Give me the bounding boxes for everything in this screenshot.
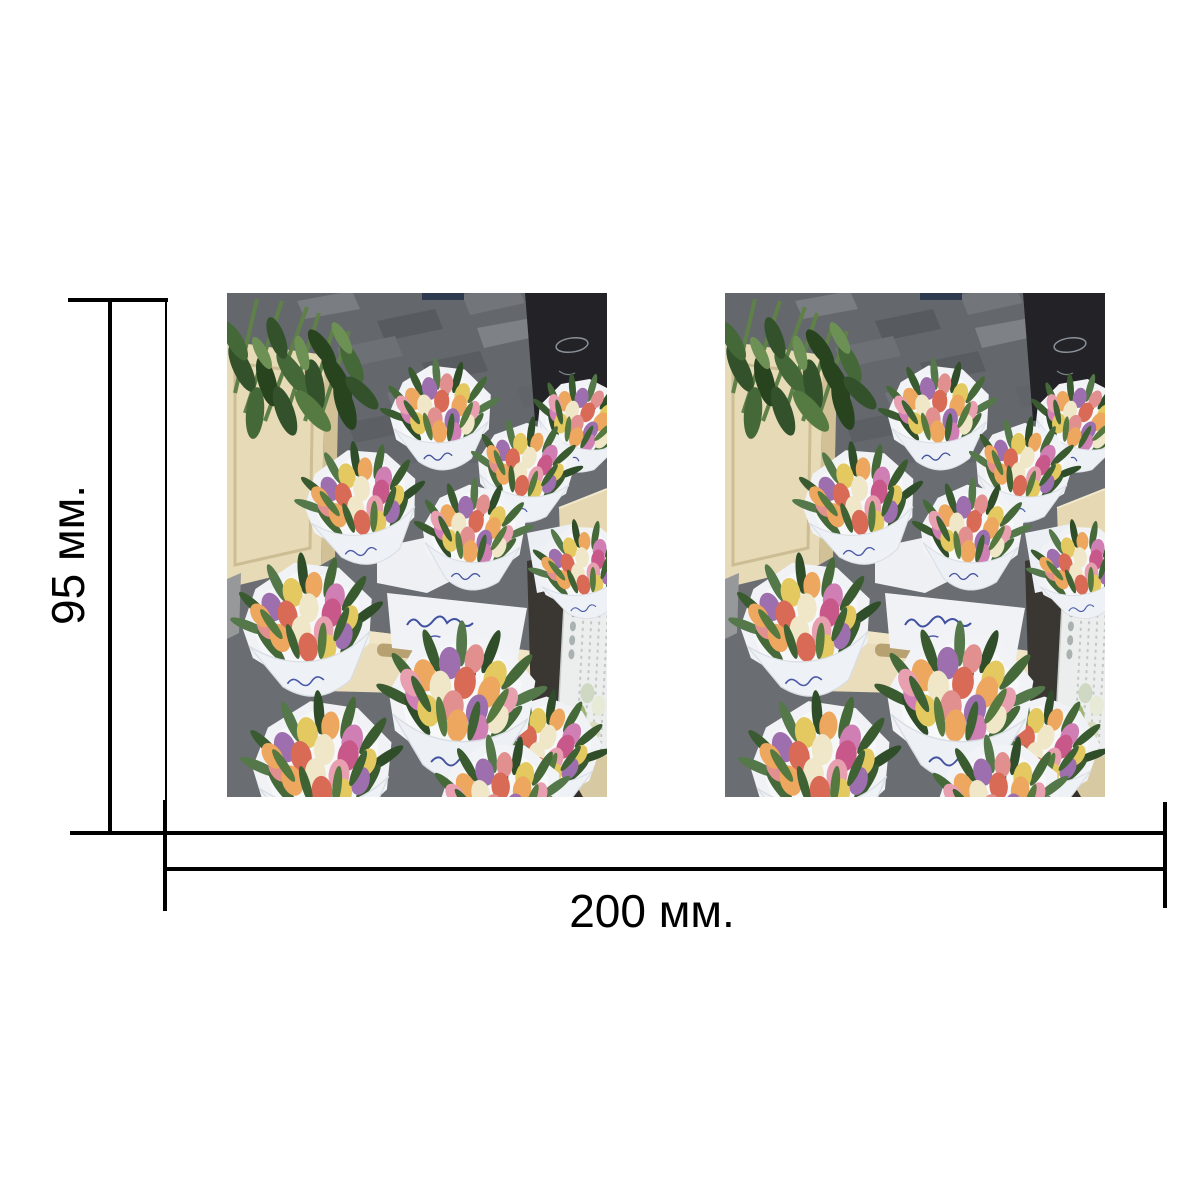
extension-line-left — [165, 300, 167, 910]
height-dimension-label: 95 мм. — [42, 485, 94, 625]
height-dimension-line — [108, 298, 112, 835]
bottom-extension-line — [70, 831, 1167, 835]
width-dimension-cap-right — [1163, 802, 1167, 908]
tulip-photo-illustration — [725, 293, 1105, 797]
width-dimension-cap-left — [163, 800, 167, 911]
tulip-photo-left — [227, 293, 607, 797]
width-dimension-label: 200 мм. — [569, 885, 735, 937]
width-dimension-line — [165, 867, 1167, 871]
tulip-photo-illustration — [227, 293, 607, 797]
height-dimension-cap-top — [68, 298, 168, 302]
tulip-photo-right — [725, 293, 1105, 797]
